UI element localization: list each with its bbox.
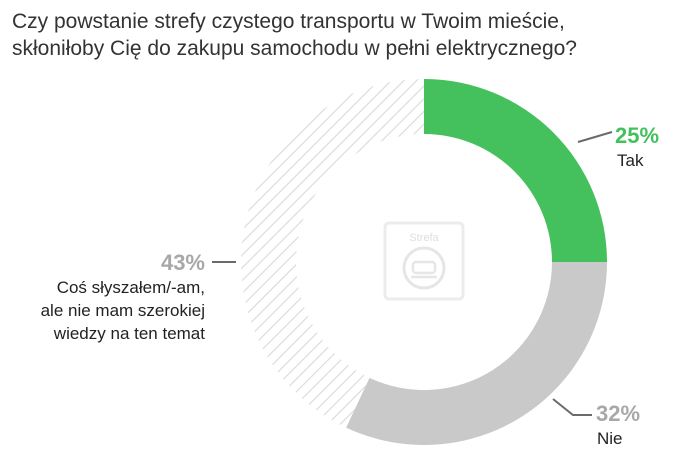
donut-slice-3 [241, 79, 424, 428]
slice-percent-label-3: 43% [161, 250, 205, 275]
slice-percent-label-2: 32% [596, 401, 640, 426]
slice-category-label-3-line-3: wiedzy na ten temat [53, 324, 205, 343]
donut-slice-2 [346, 262, 607, 445]
donut-slice-1 [424, 79, 607, 262]
slice-category-label-1-line-1: Tak [617, 151, 644, 170]
slice-category-label-3-line-1: Coś słyszałem/-am, [57, 278, 205, 297]
slice-category-label-2-line-1: Nie [597, 429, 623, 448]
slice-category-label-3-line-2: ale nie mam szerokiej [41, 301, 205, 320]
leader-line-1 [577, 131, 613, 143]
chart-title-line-1: Czy powstanie strefy czystego transportu… [12, 10, 565, 33]
leader-line-2 [552, 398, 592, 416]
clean-zone-sign-icon: Strefa [383, 221, 465, 301]
center-icon-text: Strefa [409, 232, 439, 244]
chart-title: Czy powstanie strefy czystego transportu… [12, 8, 672, 62]
chart-title-line-2: skłoniłoby Cię do zakupu samochodu w peł… [12, 37, 577, 60]
slice-percent-label-1: 25% [615, 123, 659, 148]
